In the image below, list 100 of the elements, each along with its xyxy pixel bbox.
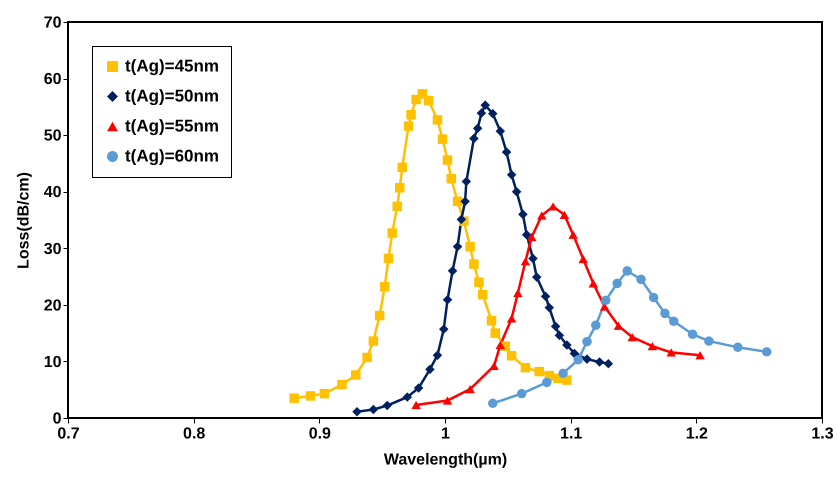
point (516, 388, 526, 398)
point (588, 279, 598, 288)
point (460, 196, 470, 206)
point (488, 108, 498, 118)
point (368, 336, 378, 346)
y-tick-label: 20 (44, 297, 62, 314)
point (424, 96, 434, 106)
point (432, 350, 442, 360)
x-tick-label: 0.8 (183, 426, 206, 442)
point (432, 115, 442, 125)
point (442, 396, 452, 405)
point (668, 316, 678, 326)
x-tick-label: 0.7 (57, 426, 80, 442)
point (542, 378, 552, 388)
point (558, 368, 568, 378)
point (534, 366, 544, 376)
point (465, 385, 475, 394)
point (506, 351, 516, 361)
y-tick-label: 60 (44, 71, 62, 88)
y-tick-label: 70 (44, 14, 62, 32)
point (469, 259, 479, 269)
point (660, 308, 670, 318)
point (560, 210, 570, 220)
point (368, 404, 378, 414)
legend-label: t(Ag)=50nm (125, 86, 219, 106)
point (476, 108, 486, 118)
point (380, 282, 390, 292)
point (337, 380, 347, 390)
legend-label: t(Ag)=45nm (125, 56, 219, 76)
point (374, 310, 384, 320)
point (448, 266, 458, 276)
x-tick-label: 0.9 (308, 426, 332, 442)
x-tick-label: 1.1 (560, 426, 582, 442)
point (387, 228, 397, 238)
point (554, 330, 564, 340)
point (695, 351, 705, 360)
point (456, 214, 466, 224)
point (351, 370, 361, 380)
point (520, 362, 530, 372)
point (636, 274, 646, 284)
x-tick-label: 1 (441, 426, 450, 442)
point (425, 364, 435, 374)
point (289, 393, 299, 403)
point (486, 316, 496, 326)
point (462, 176, 472, 186)
point (528, 254, 538, 264)
point (489, 362, 499, 370)
point (502, 147, 512, 157)
point (666, 348, 676, 356)
point (520, 257, 530, 266)
point (506, 170, 516, 180)
point (582, 336, 592, 346)
point (414, 383, 424, 393)
point (480, 100, 490, 110)
point (306, 391, 316, 401)
point (452, 242, 462, 252)
point (733, 342, 743, 352)
point (452, 196, 462, 206)
point (404, 121, 414, 131)
point (648, 292, 658, 302)
point (578, 254, 588, 264)
point (474, 277, 484, 287)
point (537, 211, 547, 220)
y-tick-label: 10 (44, 354, 62, 371)
point (398, 162, 408, 172)
y-axis-title: Loss(dB/cm) (16, 172, 33, 269)
point (582, 354, 592, 364)
point (612, 278, 622, 288)
point (320, 388, 330, 398)
point (594, 357, 604, 367)
point (472, 124, 482, 134)
legend-label: t(Ag)=55nm (125, 116, 219, 136)
point (648, 342, 658, 350)
point (442, 155, 452, 165)
point (406, 110, 416, 120)
point (395, 183, 405, 192)
point (570, 348, 580, 358)
point (439, 324, 448, 334)
y-tick-label: 40 (44, 184, 62, 202)
point (496, 340, 506, 350)
point (352, 407, 362, 417)
legend-label: t(Ag)=60nm (125, 146, 219, 166)
point (418, 89, 428, 99)
y-tick-label: 30 (44, 240, 62, 258)
y-tick-label: 50 (44, 128, 62, 145)
point (469, 134, 479, 144)
point (704, 336, 714, 346)
point (384, 254, 394, 264)
point (604, 358, 614, 368)
point (402, 392, 412, 402)
point (478, 290, 488, 300)
point (562, 340, 572, 350)
point (526, 232, 536, 242)
point (512, 186, 522, 196)
point (540, 292, 550, 302)
point (411, 400, 421, 410)
point (622, 266, 632, 276)
point (496, 126, 506, 136)
point (532, 272, 542, 282)
point (513, 288, 523, 298)
